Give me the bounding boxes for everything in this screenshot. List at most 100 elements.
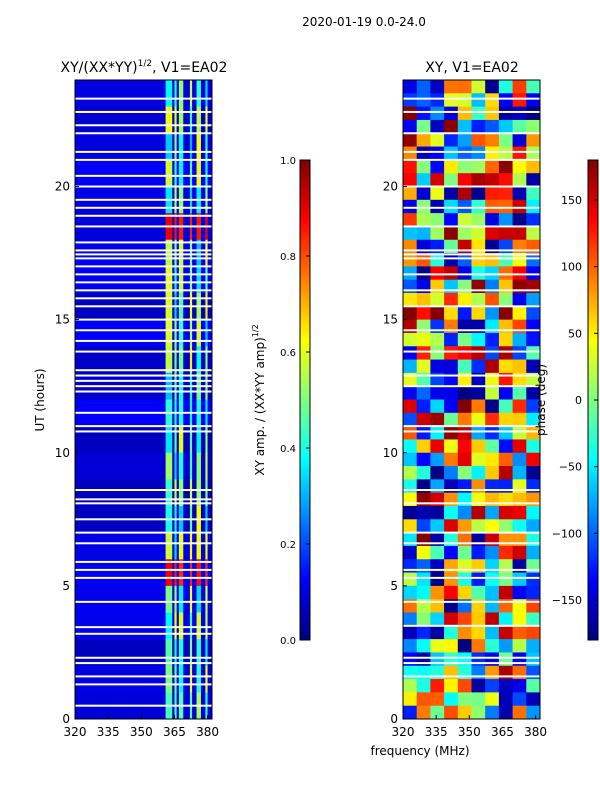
phase-cell — [526, 239, 541, 254]
phase-cell — [526, 346, 541, 361]
amp-channel-cell — [189, 133, 193, 161]
phase-cell — [471, 452, 486, 467]
phase-cell — [416, 492, 431, 507]
phase-cell — [444, 466, 459, 480]
phase-cell — [526, 452, 541, 467]
phase-cell — [471, 226, 486, 241]
phase-cell — [403, 679, 418, 693]
phase-cell — [526, 306, 541, 321]
phase-cell — [457, 213, 472, 227]
amp-flagged-row — [75, 132, 212, 135]
phase-cell — [444, 532, 459, 547]
phase-cell — [471, 679, 486, 693]
phase-cell — [444, 346, 459, 361]
phase-cell — [430, 532, 445, 547]
phase-cell — [471, 253, 486, 267]
phase-cell — [430, 652, 445, 667]
phase-cell — [512, 452, 527, 467]
phase-flagged-row — [403, 624, 540, 627]
phase-cell — [471, 652, 486, 667]
phase-flagged-row — [403, 150, 540, 153]
phase-cell — [498, 319, 514, 334]
phase-cell — [457, 559, 472, 574]
phase-flagged-row — [403, 249, 540, 252]
phase-cell — [416, 572, 431, 587]
phase-cell — [430, 439, 445, 454]
amp-y-tick-label: 20 — [55, 180, 70, 194]
phase-cell — [526, 665, 541, 680]
phase-cell — [430, 239, 445, 254]
phase-cell — [526, 253, 541, 267]
phase-cell — [498, 159, 514, 174]
phase-cell — [526, 439, 541, 454]
phase-cell — [416, 652, 431, 667]
phase-cell — [444, 612, 459, 627]
phase-cell — [416, 426, 431, 440]
phase-cell — [485, 652, 500, 667]
phase-cell — [498, 386, 514, 400]
phase-x-tick-label: 380 — [524, 725, 547, 739]
phase-cell — [403, 639, 418, 653]
phase-cell — [526, 466, 541, 480]
phase-cell — [403, 705, 418, 720]
phase-flagged-row — [403, 576, 540, 579]
phase-cell — [430, 492, 445, 507]
phase-cell — [498, 359, 514, 374]
phase-cell — [430, 133, 445, 148]
phase-cell — [457, 266, 472, 281]
amp-channel-cell — [165, 80, 173, 108]
amp-channel-cell — [205, 612, 208, 640]
phase-cell — [512, 332, 527, 347]
amp-channel-cell — [205, 266, 208, 294]
phase-cell — [471, 519, 486, 534]
amp-channel-cell — [174, 532, 177, 560]
phase-cell — [526, 612, 541, 627]
phase-cell — [444, 679, 459, 693]
phase-cell — [485, 346, 500, 361]
phase-cell — [526, 652, 541, 667]
amp-time-band — [75, 665, 212, 693]
phase-cell — [457, 93, 472, 108]
phase-cell — [498, 133, 514, 148]
amp-panel-title: XY/(XX*YY)1/2, V1=EA02 — [61, 59, 228, 76]
phase-cell — [430, 559, 445, 574]
phase-cell — [498, 279, 514, 294]
amp-flagged-row — [75, 656, 212, 659]
phase-cell — [526, 625, 541, 640]
phase-cell — [526, 279, 541, 294]
phase-cell — [416, 119, 431, 134]
phase-cell — [416, 639, 431, 653]
phase-cell — [526, 479, 541, 494]
phase-cell — [512, 545, 527, 560]
phase-cell — [403, 692, 418, 707]
phase-cell — [430, 612, 445, 627]
phase-cell — [430, 266, 445, 281]
phase-cell — [403, 199, 418, 214]
phase-cell — [498, 452, 514, 467]
phase-cell — [485, 119, 500, 134]
phase-cell — [430, 119, 445, 134]
phase-cell — [403, 612, 418, 627]
phase-cell — [403, 213, 418, 227]
phase-cell — [430, 399, 445, 414]
phase-cell — [457, 439, 472, 454]
phase-cell — [526, 293, 541, 307]
amp-channel-cell — [196, 612, 201, 640]
phase-cell — [444, 253, 459, 267]
phase-cell — [444, 519, 459, 534]
phase-cell — [498, 679, 514, 693]
amp-flagged-row — [75, 265, 212, 268]
amp-channel-cell — [178, 346, 184, 374]
amp-channel-cell — [205, 426, 208, 454]
phase-cell — [512, 479, 527, 494]
amp-channel-cell — [205, 479, 208, 507]
amp-channel-cell — [196, 479, 201, 507]
phase-cell — [471, 439, 486, 454]
phase-cell — [430, 452, 445, 467]
phase-cell — [444, 80, 459, 94]
phase-cell — [430, 332, 445, 347]
phase-cell — [471, 186, 486, 201]
phase-cell — [416, 466, 431, 480]
phase-cell — [444, 625, 459, 640]
phase-cell — [512, 119, 527, 134]
